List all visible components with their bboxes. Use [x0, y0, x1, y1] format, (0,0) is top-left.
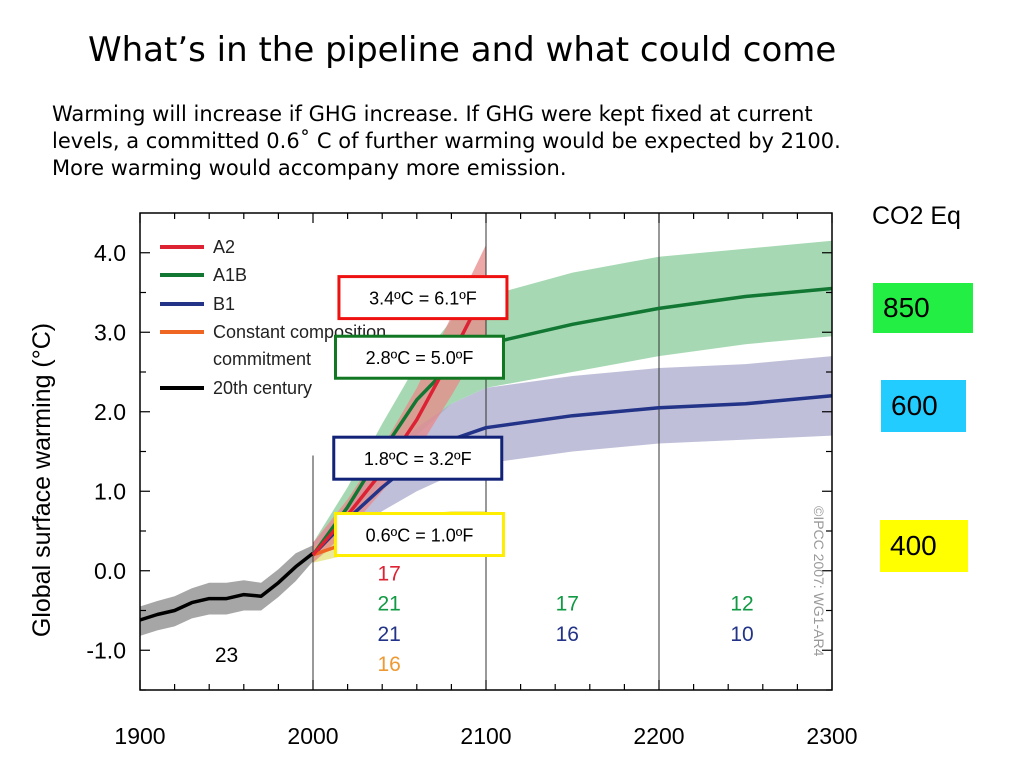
- model-counts: 23 17 21 21 16 17 16 12 10: [215, 562, 754, 676]
- line-b1: [311, 394, 833, 557]
- y-tick-label: 1.0: [94, 478, 126, 504]
- model-count: 21: [377, 593, 400, 616]
- x-tick-label: 2200: [633, 723, 684, 749]
- ipcc-watermark: ©IPCC 2007: WG1-AR4: [811, 506, 827, 657]
- legend-label: A2: [213, 237, 235, 257]
- legend-label: B1: [213, 294, 235, 314]
- co2-box-label: 600: [891, 390, 938, 421]
- callout-text: 0.6ºC = 1.0ºF: [366, 526, 474, 546]
- callout-box: [333, 512, 505, 558]
- co2-box-850: 850: [873, 283, 973, 333]
- slide-body: Warming will increase if GHG increase. I…: [52, 101, 972, 182]
- x-tick-label: 2000: [287, 723, 338, 749]
- model-count: 12: [730, 593, 753, 616]
- model-count: 16: [377, 653, 400, 676]
- y-tick-label: 3.0: [94, 319, 126, 345]
- callouts: 3.4ºC = 6.1ºF 2.8ºC = 5.0ºF 1.8ºC = 3.2ºF 0…: [332, 275, 509, 558]
- axis-ticks: [139, 213, 833, 691]
- callout-box: [332, 435, 504, 481]
- co2-box-label: 850: [883, 292, 930, 323]
- body-line-1: Warming will increase if GHG increase. I…: [52, 102, 813, 126]
- y-axis-label: Global surface warming (°C): [28, 323, 56, 637]
- y-tick-label: 2.0: [94, 399, 126, 425]
- model-count: 10: [730, 623, 753, 646]
- line-20th-century: [139, 551, 315, 622]
- co2-box-400: 400: [880, 520, 968, 572]
- callout-text: 2.8ºC = 5.0ºF: [366, 348, 474, 368]
- co2-eq-title: CO2 Eq: [872, 202, 961, 230]
- model-count: 23: [215, 644, 238, 667]
- legend-label: 20th century: [213, 378, 312, 398]
- callout-box: [333, 334, 505, 380]
- callout-text: 1.8ºC = 3.2ºF: [364, 449, 472, 469]
- co2-box-600: 600: [881, 380, 966, 432]
- model-count: 17: [556, 593, 579, 616]
- slide-title: What’s in the pipeline and what could co…: [88, 30, 837, 70]
- callout-text: 3.4ºC = 6.1ºF: [369, 289, 477, 309]
- y-tick-labels: -1.0 0.0 1.0 2.0 3.0 4.0: [86, 240, 126, 664]
- x-tick-label: 2100: [460, 723, 511, 749]
- body-line-2: levels, a committed 0.6˚ C of further wa…: [52, 129, 841, 153]
- x-tick-labels: 1900 2000 2100 2200 2300: [114, 723, 857, 749]
- warming-chart: -1.0 0.0 1.0 2.0 3.0 4.0 1900 2000 2100 2200 2300…: [28, 212, 858, 749]
- y-tick-label: 4.0: [94, 240, 126, 266]
- model-count: 17: [377, 562, 400, 585]
- body-line-3: More warming would accompany more emissi…: [52, 156, 567, 180]
- model-count: 16: [556, 623, 579, 646]
- x-tick-label: 2300: [806, 723, 857, 749]
- band-a1b: [313, 240, 832, 563]
- model-count: 21: [377, 623, 400, 646]
- y-tick-label: -1.0: [86, 637, 126, 663]
- co2-box-label: 400: [890, 530, 937, 561]
- callout-box: [337, 275, 509, 321]
- band-20th-century: [140, 545, 313, 636]
- band-b1: [313, 356, 832, 563]
- y-tick-label: 0.0: [94, 558, 126, 584]
- legend-label: A1B: [213, 265, 247, 285]
- x-tick-label: 1900: [114, 723, 165, 749]
